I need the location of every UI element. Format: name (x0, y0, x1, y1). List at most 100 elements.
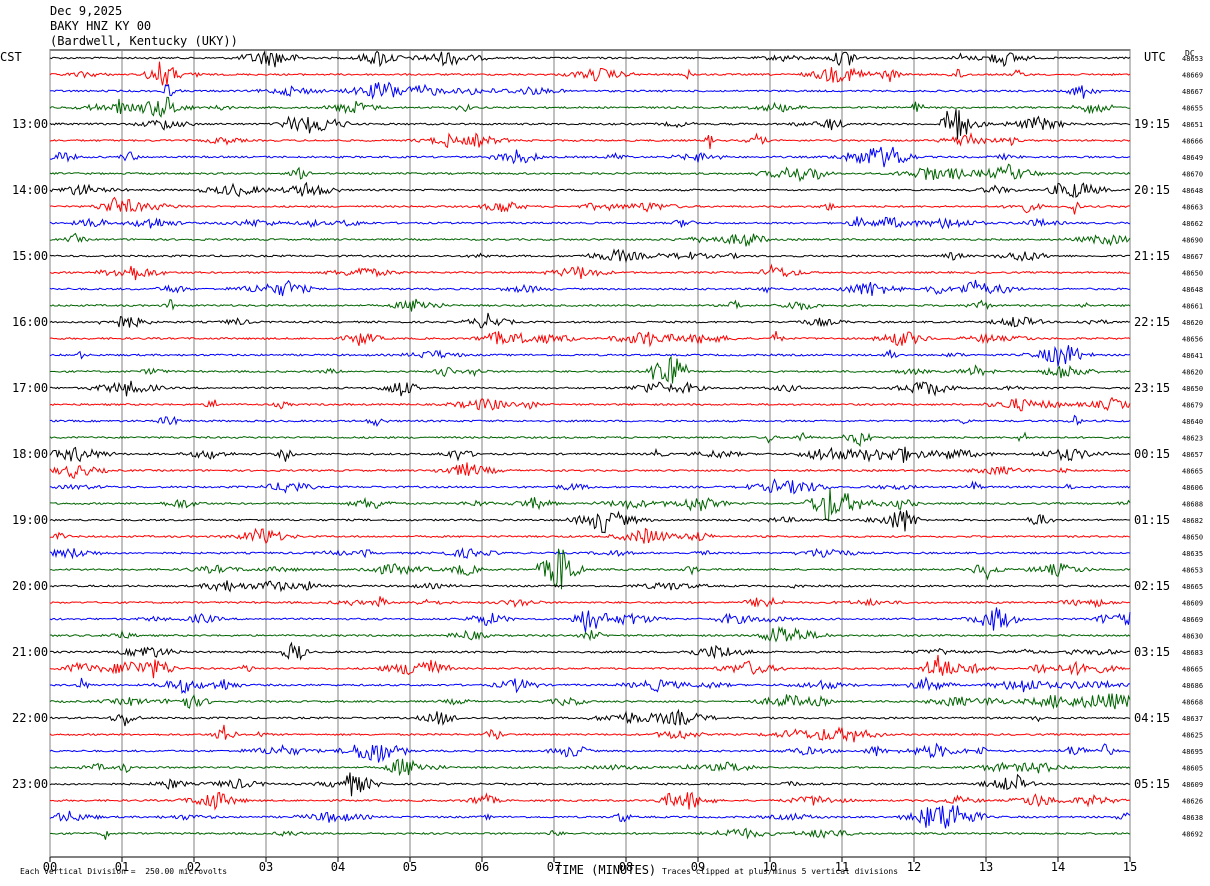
x-tick-label-07: 07 (547, 860, 561, 874)
seismic-trace-19 (49, 355, 1131, 384)
dc-offset-label-23: 48623 (1182, 435, 1203, 443)
seismic-trace-12 (49, 248, 1131, 264)
seismic-trace-23 (49, 431, 1131, 447)
seismic-trace-38 (49, 676, 1131, 694)
x-tick-label-08: 08 (619, 860, 633, 874)
dc-offset-label-46: 48638 (1182, 814, 1203, 822)
seismic-trace-33 (50, 596, 1131, 609)
dc-offset-label-16: 48620 (1182, 319, 1203, 327)
left-hour-label-1600: 16:00 (12, 315, 48, 329)
dc-offset-label-20: 48650 (1182, 385, 1203, 393)
seismic-trace-34 (49, 607, 1131, 633)
dc-offset-label-14: 48648 (1182, 286, 1203, 294)
dc-offset-label-4: 48651 (1182, 121, 1203, 129)
dc-offset-label-45: 48626 (1182, 798, 1203, 806)
seismic-trace-7 (49, 163, 1131, 183)
station-label: BAKY HNZ KY 00 (50, 19, 152, 33)
seismic-trace-5 (49, 132, 1131, 150)
left-hour-label-2200: 22:00 (12, 711, 48, 725)
left-hour-label-2100: 21:00 (12, 645, 48, 659)
seismic-trace-47 (49, 827, 1131, 840)
seismic-trace-9 (49, 196, 1130, 215)
seismic-trace-29 (49, 527, 1131, 545)
left-hour-label-2000: 20:00 (12, 579, 48, 593)
x-tick-label-10: 10 (763, 860, 777, 874)
dc-offset-label-47: 48692 (1182, 831, 1203, 839)
x-tick-label-12: 12 (907, 860, 921, 874)
seismic-trace-46 (49, 805, 1131, 829)
x-axis-title: TIME (MINUTES) (555, 863, 657, 877)
dc-offset-label-17: 48656 (1182, 336, 1203, 344)
left-hour-label-1900: 19:00 (12, 513, 48, 527)
dc-offset-label-22: 48640 (1182, 418, 1203, 426)
seismic-trace-13 (49, 263, 1131, 281)
dc-offset-label-24: 48657 (1182, 451, 1203, 459)
dc-offset-label-38: 48686 (1182, 682, 1203, 690)
dc-offset-label-32: 48665 (1182, 583, 1203, 591)
x-tick-label-01: 01 (115, 860, 129, 874)
seismic-trace-4 (49, 109, 1131, 140)
dc-offset-label-34: 48669 (1182, 616, 1203, 624)
seismic-trace-18 (49, 345, 1131, 367)
seismic-trace-28 (49, 510, 1130, 534)
dc-offset-label-25: 48665 (1182, 468, 1203, 476)
seismic-trace-0 (49, 50, 1131, 68)
left-hour-label-1400: 14:00 (12, 183, 48, 197)
dc-offset-label-6: 48649 (1182, 154, 1203, 162)
x-tick-label-03: 03 (259, 860, 273, 874)
seismic-trace-25 (49, 462, 1130, 480)
seismic-trace-39 (49, 693, 1131, 710)
dc-offset-label-33: 48609 (1182, 600, 1203, 608)
left-timezone-label: CST (0, 50, 22, 64)
left-hour-label-2300: 23:00 (12, 777, 48, 791)
seismic-trace-37 (49, 654, 1131, 679)
dc-offset-label-8: 48648 (1182, 187, 1203, 195)
division-note: Each Vertical Division = 250.00 microvol… (20, 867, 228, 876)
dc-offset-label-31: 48653 (1182, 567, 1203, 575)
right-hour-label-0015: 00:15 (1134, 447, 1170, 461)
seismic-trace-24 (49, 446, 1131, 463)
dc-offset-label-0: 48653 (1182, 55, 1203, 63)
x-tick-label-09: 09 (691, 860, 705, 874)
dc-offset-label-28: 48682 (1182, 517, 1203, 525)
right-hour-label-2115: 21:15 (1134, 249, 1170, 263)
dc-offset-label-26: 48606 (1182, 484, 1203, 492)
right-hour-label-0515: 05:15 (1134, 777, 1170, 791)
seismic-trace-36 (49, 641, 1131, 661)
dc-offset-label-11: 48690 (1182, 237, 1203, 245)
right-hour-label-2315: 23:15 (1134, 381, 1170, 395)
seismic-trace-30 (49, 546, 1131, 560)
dc-offset-label-13: 48650 (1182, 270, 1203, 278)
seismic-trace-21 (49, 396, 1131, 412)
seismic-trace-26 (49, 478, 1131, 495)
dc-offset-label-9: 48663 (1182, 204, 1203, 212)
left-hour-label-1500: 15:00 (12, 249, 48, 263)
dc-offset-label-44: 48609 (1182, 781, 1203, 789)
seismic-trace-2 (49, 81, 1130, 100)
seismic-trace-17 (49, 331, 1131, 348)
dc-offset-label-30: 48635 (1182, 550, 1203, 558)
seismic-trace-3 (49, 96, 1131, 118)
x-tick-label-11: 11 (835, 860, 849, 874)
seismic-trace-14 (49, 279, 1131, 297)
dc-offset-label-35: 48630 (1182, 633, 1203, 641)
x-tick-label-06: 06 (475, 860, 489, 874)
dc-offset-label-27: 48688 (1182, 501, 1203, 509)
dc-offset-label-15: 48661 (1182, 303, 1203, 311)
x-tick-label-00: 00 (43, 860, 57, 874)
x-tick-label-13: 13 (979, 860, 993, 874)
dc-offset-label-12: 48667 (1182, 253, 1203, 261)
seismic-trace-44 (49, 772, 1131, 797)
seismic-trace-31 (49, 548, 1131, 590)
dc-offset-label-42: 48695 (1182, 748, 1203, 756)
seismic-trace-10 (49, 216, 1131, 230)
dc-offset-label-41: 48625 (1182, 732, 1203, 740)
seismic-trace-43 (49, 758, 1131, 777)
seismic-trace-6 (49, 146, 1131, 168)
left-hour-label-1800: 18:00 (12, 447, 48, 461)
right-hour-label-0415: 04:15 (1134, 711, 1170, 725)
right-hour-label-0115: 01:15 (1134, 513, 1170, 527)
x-tick-label-04: 04 (331, 860, 345, 874)
